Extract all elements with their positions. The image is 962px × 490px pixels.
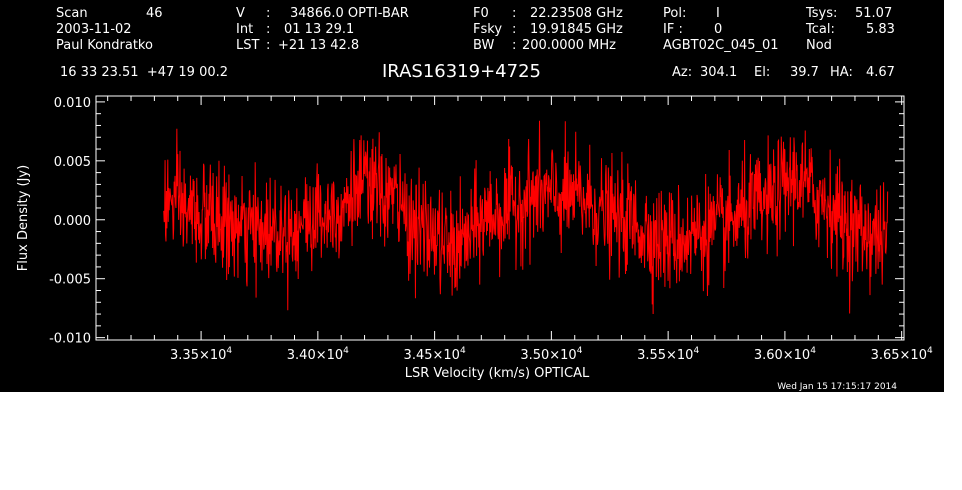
x-tick-label: 3.60×104 [754,346,816,363]
y-tick-label: 0.000 [54,214,91,229]
x-tick-label: 3.45×104 [404,346,466,363]
spectrum-line [164,121,888,314]
plot-panel: Scan 46 V : 34866.0 OPTI-BAR F0 : 22.235… [0,0,944,392]
timestamp: Wed Jan 15 17:15:17 2014 [777,382,897,392]
x-tick-label: 3.40×104 [287,346,349,363]
y-tick-label: 0.010 [54,96,91,111]
x-axis-label: LSR Velocity (km/s) OPTICAL [405,366,590,381]
x-tick-label: 3.50×104 [520,346,582,363]
y-tick-label: -0.005 [49,273,91,288]
y-tick-label: 0.005 [54,155,91,170]
plot-area [164,121,888,314]
y-axis-label: Flux Density (Jy) [16,165,31,271]
y-tick-label: -0.010 [49,332,91,347]
x-tick-label: 3.65×104 [871,346,933,363]
x-tick-label: 3.55×104 [637,346,699,363]
x-tick-label: 3.35×104 [170,346,232,363]
spectrum-chart: 3.35×104 3.40×104 3.45×104 3.50×104 3.55×104… [0,0,944,392]
